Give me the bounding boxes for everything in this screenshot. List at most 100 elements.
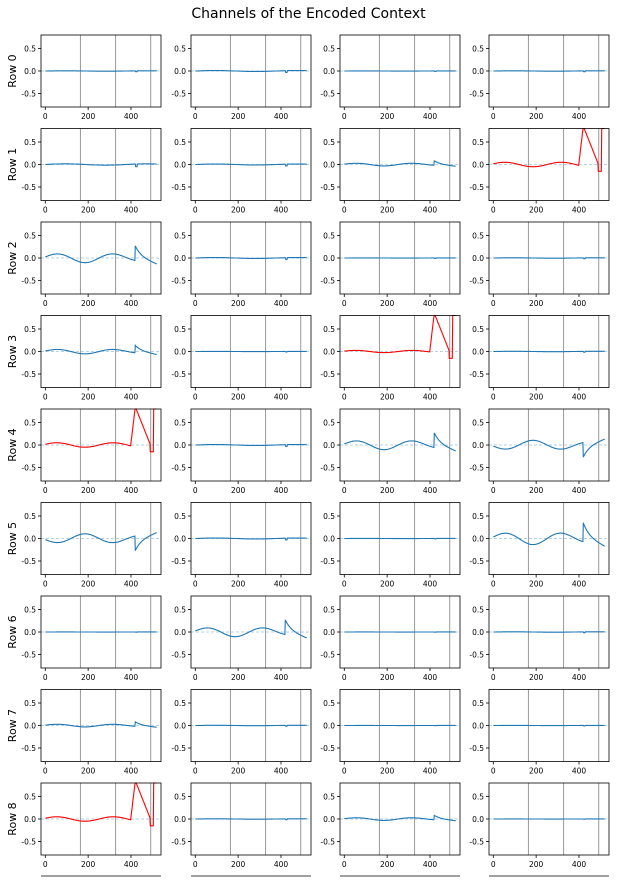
x-tick-label: 0: [43, 393, 48, 402]
x-tick-label: 400: [572, 112, 587, 121]
series-line: [493, 632, 604, 633]
x-tick-label: 200: [529, 206, 544, 215]
y-tick-label: 0.0: [472, 441, 484, 450]
y-tick-label: 0.0: [24, 441, 36, 450]
y-tick-label: 0.5: [323, 45, 335, 54]
x-tick-label: 400: [124, 206, 139, 215]
x-tick-label: 0: [43, 767, 48, 776]
x-tick-label: 200: [529, 112, 544, 121]
x-tick-label: 400: [572, 299, 587, 308]
series-line: [195, 725, 306, 726]
y-tick-label: 0.5: [174, 793, 186, 802]
y-tick-label: 0.5: [323, 606, 335, 615]
x-tick-label: 0: [193, 486, 198, 495]
series-line: [493, 71, 604, 72]
x-tick-label: 0: [342, 767, 347, 776]
y-tick-label: 0.0: [323, 628, 335, 637]
y-tick-label: 0.5: [24, 138, 36, 147]
x-tick-label: 200: [529, 767, 544, 776]
x-tick-label: 0: [43, 580, 48, 589]
y-tick-label: 0.5: [472, 512, 484, 521]
y-tick-label: -0.5: [320, 838, 335, 847]
y-tick-label: 0.0: [174, 815, 186, 824]
y-tick-label: 0.0: [174, 348, 186, 357]
y-tick-label: 0.0: [323, 722, 335, 731]
y-tick-label: 0.0: [472, 254, 484, 263]
x-tick-label: 400: [572, 860, 587, 869]
y-tick-label: 0.0: [24, 535, 36, 544]
series-line: [344, 258, 455, 259]
y-tick-label: 0.0: [323, 441, 335, 450]
y-tick-label: 0.0: [323, 161, 335, 170]
x-tick-label: 0: [342, 112, 347, 121]
x-tick-label: 400: [423, 112, 438, 121]
x-tick-label: 400: [423, 673, 438, 682]
y-tick-label: -0.5: [320, 277, 335, 286]
x-tick-label: 0: [193, 860, 198, 869]
x-tick-label: 400: [572, 767, 587, 776]
row-label: Row 1: [6, 148, 19, 181]
x-tick-label: 400: [274, 299, 289, 308]
y-tick-label: -0.5: [320, 370, 335, 379]
x-tick-label: 0: [193, 767, 198, 776]
y-tick-label: -0.5: [320, 651, 335, 660]
y-tick-label: -0.5: [320, 183, 335, 192]
y-tick-label: 0.0: [24, 161, 36, 170]
x-tick-label: 200: [81, 860, 96, 869]
y-tick-label: 0.5: [472, 419, 484, 428]
series-line: [344, 538, 455, 539]
x-tick-label: 200: [380, 112, 395, 121]
series-line: [493, 439, 604, 457]
y-tick-label: 0.0: [472, 815, 484, 824]
y-tick-label: 0.5: [174, 606, 186, 615]
series-line: [45, 246, 156, 264]
series-line: [195, 538, 306, 540]
x-tick-label: 0: [342, 860, 347, 869]
x-tick-label: 200: [81, 393, 96, 402]
y-tick-label: 0.5: [174, 419, 186, 428]
y-tick-label: -0.5: [469, 651, 484, 660]
x-tick-label: 0: [43, 299, 48, 308]
y-tick-label: 0.0: [472, 161, 484, 170]
y-tick-label: 0.0: [472, 628, 484, 637]
y-tick-label: 0.5: [472, 138, 484, 147]
x-tick-label: 400: [124, 299, 139, 308]
y-tick-label: -0.5: [320, 744, 335, 753]
y-tick-label: -0.5: [171, 744, 186, 753]
y-tick-label: 0.0: [24, 254, 36, 263]
x-tick-label: 200: [529, 393, 544, 402]
y-tick-label: 0.5: [24, 325, 36, 334]
y-tick-label: -0.5: [171, 370, 186, 379]
y-tick-label: 0.0: [323, 535, 335, 544]
x-tick-label: 400: [423, 299, 438, 308]
y-tick-label: 0.5: [323, 232, 335, 241]
x-tick-label: 200: [81, 112, 96, 121]
y-tick-label: 0.5: [472, 45, 484, 54]
x-tick-label: 400: [274, 860, 289, 869]
y-tick-label: 0.5: [323, 138, 335, 147]
figure-title: Channels of the Encoded Context: [0, 6, 617, 22]
y-tick-label: 0.0: [24, 628, 36, 637]
x-tick-label: 400: [423, 486, 438, 495]
y-tick-label: 0.5: [472, 606, 484, 615]
y-tick-label: 0.0: [472, 535, 484, 544]
x-tick-label: 200: [81, 580, 96, 589]
x-tick-label: 400: [423, 393, 438, 402]
series-line: [195, 819, 306, 820]
x-tick-label: 200: [529, 299, 544, 308]
x-tick-label: 0: [43, 860, 48, 869]
y-tick-label: 0.0: [323, 254, 335, 263]
